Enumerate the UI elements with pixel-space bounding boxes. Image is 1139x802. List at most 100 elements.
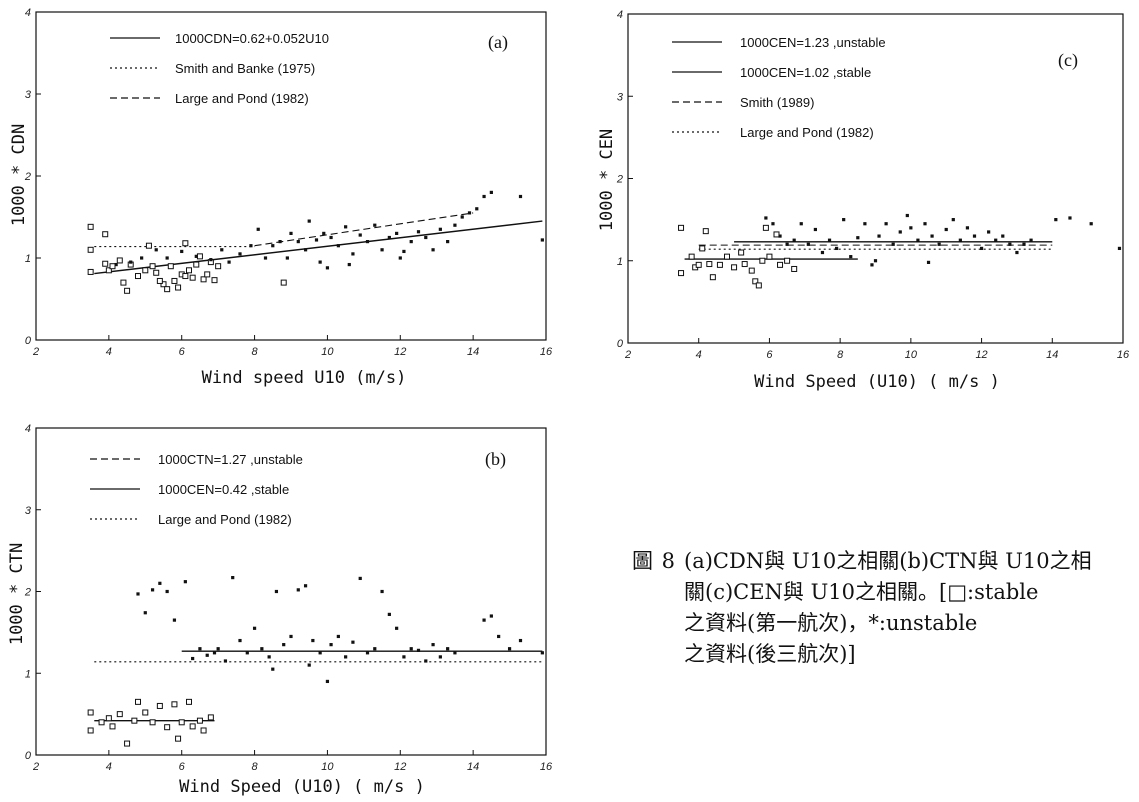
panel-b-unstable-point: [311, 638, 315, 643]
panel-a-x-tick-label: 16: [540, 346, 553, 358]
panel-a-stable-point: [182, 240, 189, 247]
panel-a-stable-point: [102, 260, 109, 267]
panel-a-unstable-point: [322, 231, 326, 235]
figure-caption: 圖 8 (a)CDN與 U10之相關(b)CTN與 U10之相 關(c)CEN與…: [632, 546, 1132, 670]
panel-b-x-tick-label: 6: [179, 761, 186, 773]
panel-a-unstable-point: [256, 227, 260, 231]
panel-b-unstable-point: [172, 618, 177, 622]
panel-c-unstable-point: [987, 230, 991, 234]
panel-a-unstable-point: [209, 258, 213, 262]
panel-b-unstable-point: [165, 589, 169, 594]
panel-c-unstable-point: [905, 213, 909, 218]
panel-b-legend-label-2: 1000CEN=0.42 ,stable: [158, 482, 289, 497]
panel-a-x-tick-label: 4: [106, 346, 112, 358]
panel-c-stable-point: [699, 245, 706, 252]
panel-b-unstable-point: [325, 679, 330, 684]
panel-a-unstable-point: [489, 190, 493, 194]
panel-a-stable-point: [280, 279, 287, 286]
panel-b-x-tick-label: 4: [106, 761, 112, 773]
panel-c-unstable-point: [937, 242, 941, 246]
panel-c-unstable-point: [916, 238, 920, 242]
panel-c-stable-point: [766, 253, 773, 260]
panel-b-unstable-point: [282, 643, 286, 647]
panel-a-stable-point: [156, 277, 163, 284]
panel-b-unstable-point: [136, 592, 140, 596]
panel-c-unstable-point: [1117, 246, 1122, 251]
panel-c-unstable-point: [965, 226, 970, 230]
panel-c-stable-point: [731, 264, 738, 271]
panel-a-unstable-point: [402, 249, 406, 254]
caption-line-1: (a)CDN與 U10之相關(b)CTN與 U10之相: [684, 549, 1092, 573]
panel-b-unstable-point: [358, 576, 362, 581]
panel-b-unstable-point: [540, 651, 544, 655]
panel-b-unstable-point: [431, 643, 435, 647]
panel-c-stable-point: [752, 278, 759, 285]
panel-a-legend-label-1: 1000CDN=0.62+0.052U10: [175, 31, 329, 46]
panel-b-unstable-point: [395, 626, 399, 630]
panel-a-stable-point: [87, 223, 94, 230]
panel-b-x-tick-label: 14: [467, 761, 479, 773]
panel-a-unstable-point: [446, 240, 450, 244]
panel-a-stable-point: [167, 263, 174, 270]
panel-b-unstable-point: [238, 638, 242, 643]
panel-b-unstable-point: [231, 576, 235, 580]
panel-c-y-tick-label: 1: [617, 256, 623, 268]
panel-c-unstable-point: [909, 226, 913, 230]
panel-b-stable-point: [207, 714, 214, 721]
panel-a-unstable-point: [347, 262, 351, 267]
panel-b-stable-point: [175, 735, 182, 742]
panel-a-unstable-point: [395, 231, 399, 235]
panel-c-unstable-point: [849, 255, 853, 259]
panel-a-stable-point: [105, 267, 112, 274]
panel-b-unstable-point: [260, 647, 264, 651]
panel-a-unstable-point: [358, 233, 362, 237]
chart-panel-b: (b) 1000CTN=1.27 ,unstable 1000CEN=0.42 …: [7, 423, 553, 797]
panel-b-stable-point: [164, 724, 171, 731]
panel-b-unstable-point: [303, 584, 308, 588]
panel-c-stable-point: [791, 265, 798, 272]
panel-a-fit-line-3: [254, 212, 474, 247]
panel-a-stable-point: [200, 276, 207, 283]
panel-c-stable-point: [762, 224, 769, 231]
panel-a-x-tick-label: 14: [467, 346, 479, 358]
panel-a-stable-point: [211, 277, 218, 284]
panel-a-unstable-point: [329, 235, 333, 240]
panel-c-x-tick-label: 14: [1046, 349, 1058, 361]
panel-c-y-tick-label: 4: [617, 9, 623, 21]
panel-b-unstable-point: [453, 651, 457, 655]
panel-b-unstable-point: [183, 580, 187, 584]
panel-c-unstable-point: [930, 234, 934, 238]
panel-c-legend-label-3: Smith (1989): [740, 95, 814, 110]
panel-a-legend-label-2: Smith and Banke (1975): [175, 61, 315, 76]
panel-c-plot-frame: [627, 13, 1124, 344]
panel-a-unstable-point: [365, 240, 370, 244]
panel-b-unstable-point: [380, 589, 384, 594]
panel-c-stable-point: [716, 261, 723, 268]
panel-a-stable-point: [124, 287, 131, 294]
panel-a-x-axis-label: Wind speed U10 (m/s): [202, 368, 407, 388]
panel-c-x-axis-label: Wind Speed (U10) ( m/s ): [754, 372, 1000, 392]
panel-c-x-tick-label: 16: [1117, 349, 1130, 361]
panel-b-unstable-point: [409, 647, 413, 651]
panel-c-unstable-point: [898, 230, 902, 234]
panel-a-x-tick-label: 12: [394, 346, 406, 358]
panel-a-y-axis-label: 1000 * CDN: [9, 124, 29, 226]
panel-a-x-tick-label: 6: [179, 346, 186, 358]
panel-c-stable-point: [724, 253, 730, 260]
panel-c-stable-point: [709, 274, 716, 281]
panel-b-unstable-point: [489, 614, 493, 618]
panel-a-fit-line-1: [94, 220, 543, 275]
caption-line-3: 之資料(第一航次)，*:unstable: [684, 611, 978, 635]
panel-b-x-tick-label: 16: [540, 761, 553, 773]
panel-b-stable-point: [105, 715, 112, 722]
panel-c-stable-point: [784, 257, 791, 264]
panel-b-stable-point: [87, 709, 94, 716]
panel-a-y-tick-label: 1: [25, 253, 31, 265]
panel-b-y-tick-label: 2: [24, 587, 31, 599]
panel-a-stable-point: [153, 269, 160, 276]
panel-a-stable-point: [196, 253, 203, 260]
chart-panel-a: (a) 1000CDN=0.62+0.052U10 Smith and Bank…: [9, 7, 553, 388]
panel-b-stable-point: [116, 711, 123, 718]
panel-b-unstable-point: [318, 651, 322, 655]
panel-b-x-axis-label: Wind Speed (U10) ( m/s ): [179, 777, 425, 797]
